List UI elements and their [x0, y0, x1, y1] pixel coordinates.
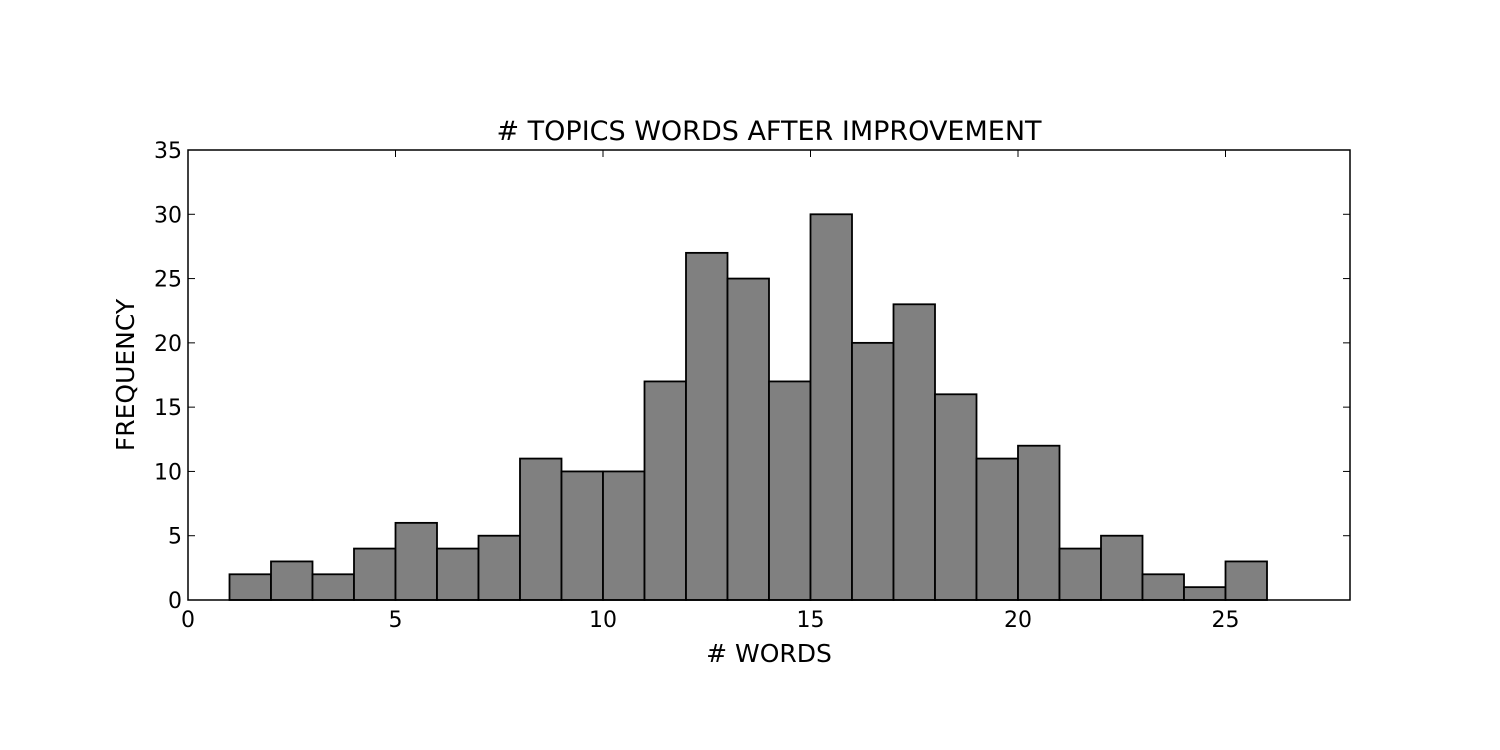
- histogram-bar: [519, 457, 563, 601]
- y-tick-label: 30: [154, 203, 182, 228]
- chart-title: # TOPICS WORDS AFTER IMPROVEMENT: [496, 116, 1042, 147]
- histogram-bar: [602, 470, 646, 601]
- histogram-bar: [311, 573, 355, 601]
- y-tick-label: 20: [154, 332, 182, 357]
- y-tick-label: 0: [168, 589, 182, 614]
- histogram-bar: [1058, 547, 1102, 601]
- histogram-bar: [436, 547, 480, 601]
- plot-frame: [187, 149, 1351, 601]
- histogram-bar: [1141, 573, 1185, 601]
- x-axis-label: # WORDS: [706, 639, 832, 668]
- bars-group: [228, 213, 1268, 601]
- x-tick-label: 20: [1004, 608, 1032, 633]
- y-tick-label: 10: [154, 460, 182, 485]
- x-tick-label: 10: [589, 608, 617, 633]
- y-tick-label: 25: [154, 268, 182, 293]
- histogram-bar: [934, 393, 978, 601]
- histogram-bar: [477, 534, 521, 601]
- histogram-bar: [1183, 586, 1227, 601]
- y-tick-label: 35: [154, 139, 182, 164]
- histogram-bar: [685, 251, 729, 601]
- histogram-bar: [768, 380, 812, 601]
- histogram-bar: [270, 560, 314, 601]
- ticks-group: 0 5 10 15 20 25 0 5 10 15 20 25 30 35: [154, 139, 1350, 633]
- histogram-bar: [851, 341, 895, 601]
- histogram-bar: [975, 457, 1019, 601]
- histogram-bar: [643, 380, 687, 601]
- x-tick-label: 5: [389, 608, 403, 633]
- histogram-bar: [809, 213, 853, 601]
- histogram-bar: [726, 277, 770, 601]
- x-tick-label: 15: [797, 608, 825, 633]
- histogram-bar: [353, 547, 397, 601]
- y-tick-label: 15: [154, 396, 182, 421]
- histogram-bar: [1100, 534, 1144, 601]
- histogram-bar: [560, 470, 604, 601]
- x-tick-label: 0: [181, 608, 195, 633]
- x-tick-label: 25: [1212, 608, 1240, 633]
- histogram-bar: [1017, 444, 1061, 601]
- histogram-bar: [228, 573, 272, 601]
- histogram-bar: [892, 303, 936, 601]
- y-axis-label: FREQUENCY: [111, 298, 140, 451]
- histogram-bar: [1224, 560, 1268, 601]
- histogram-bar: [394, 521, 438, 601]
- y-tick-label: 5: [168, 525, 182, 550]
